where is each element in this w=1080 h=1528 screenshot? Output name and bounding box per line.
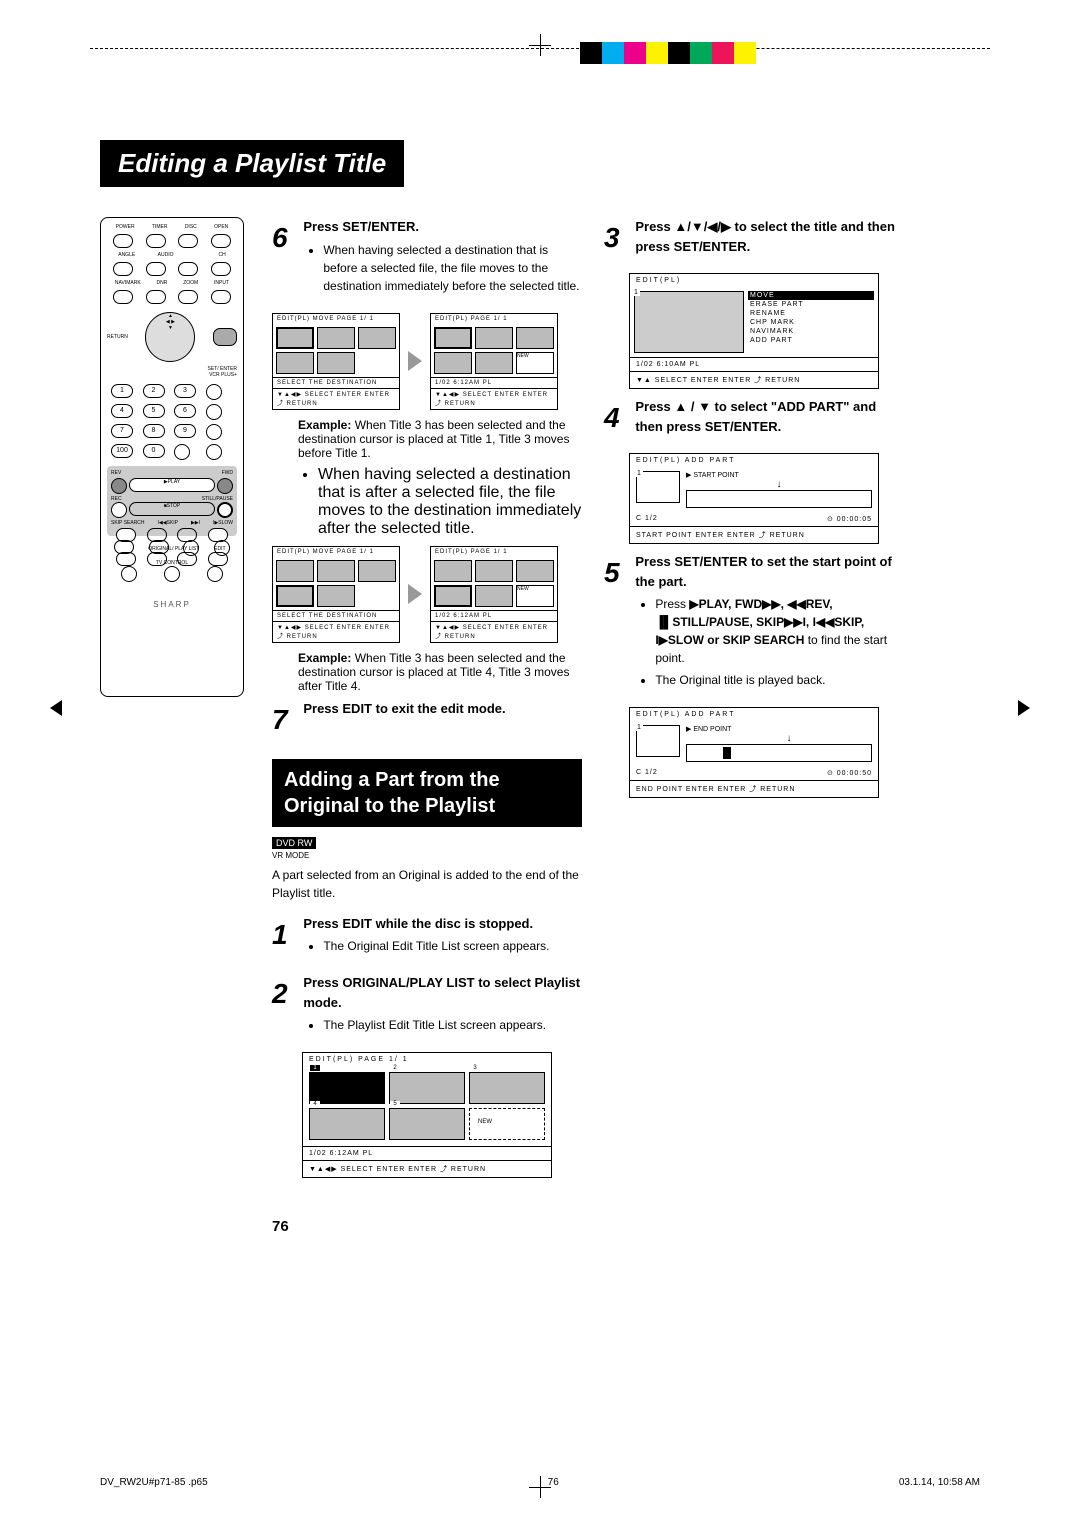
remote-column: POWERTIMERDISCOPEN ANGLEAUDIOCH NAVIMARK… (100, 217, 250, 1235)
page-title: Editing a Playlist Title (100, 140, 404, 187)
footer-timestamp: 03.1.14, 10:58 AM (899, 1477, 980, 1488)
step-4: 4 Press ▲ / ▼ to select "ADD PART" and t… (604, 397, 904, 439)
example-1: Example: When Title 3 has been selected … (272, 418, 582, 460)
example-2: Example: When Title 3 has been selected … (272, 651, 582, 693)
footer-filename: DV_RW2U#p71-85 .p65 (100, 1477, 208, 1488)
add-part-screen-2: EDIT(PL) ADD PART 1 ▶ END POINT ↓ C 1/2⊙… (629, 707, 879, 798)
dvd-rw-badge: DVD RW (272, 837, 316, 849)
playlist-screen: EDIT(PL) PAGE 1/ 1 1 2 3 4 5 NEW 1/02 6:… (302, 1052, 552, 1178)
add-part-screen-1: EDIT(PL) ADD PART 1 ▶ START POINT ↓ C 1/… (629, 453, 879, 544)
step6-number: 6 (272, 217, 300, 259)
step-7: 7 Press EDIT to exit the edit mode. (272, 699, 582, 741)
color-bars (580, 42, 756, 64)
step5-bullet2: The Original title is played back. (655, 671, 903, 689)
step-5: 5 Press SET/ENTER to set the start point… (604, 552, 904, 693)
side-arrow-left (50, 700, 62, 716)
middle-column: 6 Press SET/ENTER. When having selected … (272, 217, 582, 1235)
screen-before-1: EDIT(PL) MOVE PAGE 1/ 1 SELECT THE DESTI… (272, 313, 400, 410)
intro-text: A part selected from an Original is adde… (272, 866, 582, 902)
screen-before-2: EDIT(PL) MOVE PAGE 1/ 1 SELECT THE DESTI… (272, 546, 400, 643)
page-number: 76 (272, 1218, 582, 1235)
page-content: Editing a Playlist Title POWERTIMERDISCO… (0, 0, 1080, 1275)
screen-pair-1: EDIT(PL) MOVE PAGE 1/ 1 SELECT THE DESTI… (272, 313, 582, 410)
remote-illustration: POWERTIMERDISCOPEN ANGLEAUDIOCH NAVIMARK… (100, 217, 244, 697)
step6-bullet: When having selected a destination that … (323, 241, 581, 295)
step-1: 1 Press EDIT while the disc is stopped. … (272, 914, 582, 960)
edit-menu-screen: EDIT(PL) 1 MOVEERASE PARTRENAMECHP MARKN… (629, 273, 879, 389)
step5-bullet1: Press ▶PLAY, FWD▶▶, ◀◀REV, ▐▌STILL/PAUSE… (655, 595, 903, 667)
dpad: ▲◀ ▶▼ (145, 312, 195, 362)
screen-pair-2: EDIT(PL) MOVE PAGE 1/ 1 SELECT THE DESTI… (272, 546, 582, 643)
side-arrow-right (1018, 700, 1030, 716)
step-2: 2 Press ORIGINAL/PLAY LIST to select Pla… (272, 973, 582, 1038)
number-pad: 123 456 789 1000 (111, 384, 233, 460)
screen-after-1: EDIT(PL) PAGE 1/ 1 NEW 1/02 6:12AM PL ▼▲… (430, 313, 558, 410)
section-heading: Adding a Part from the Original to the P… (272, 759, 582, 827)
arrow-icon (408, 351, 422, 371)
step-6: 6 Press SET/ENTER. When having selected … (272, 217, 582, 299)
step-3: 3 Press ▲/▼/◀/▶ to select the title and … (604, 217, 904, 259)
registration-cross-top (529, 34, 551, 56)
right-column: 3 Press ▲/▼/◀/▶ to select the title and … (604, 217, 904, 1235)
step7-number: 7 (272, 699, 300, 741)
arrow-icon (408, 584, 422, 604)
registration-cross-bottom (529, 1476, 551, 1498)
column-layout: POWERTIMERDISCOPEN ANGLEAUDIOCH NAVIMARK… (100, 217, 980, 1235)
transport-controls: REVFWD ▶PLAY RECSTILL/PAUSE ■STOP SKIP S… (107, 466, 237, 536)
brand-logo: SHARP (107, 600, 237, 609)
screen-after-2: EDIT(PL) PAGE 1/ 1 NEW 1/02 6:12AM PL ▼▲… (430, 546, 558, 643)
step6-bullet2: When having selected a destination that … (318, 466, 582, 538)
